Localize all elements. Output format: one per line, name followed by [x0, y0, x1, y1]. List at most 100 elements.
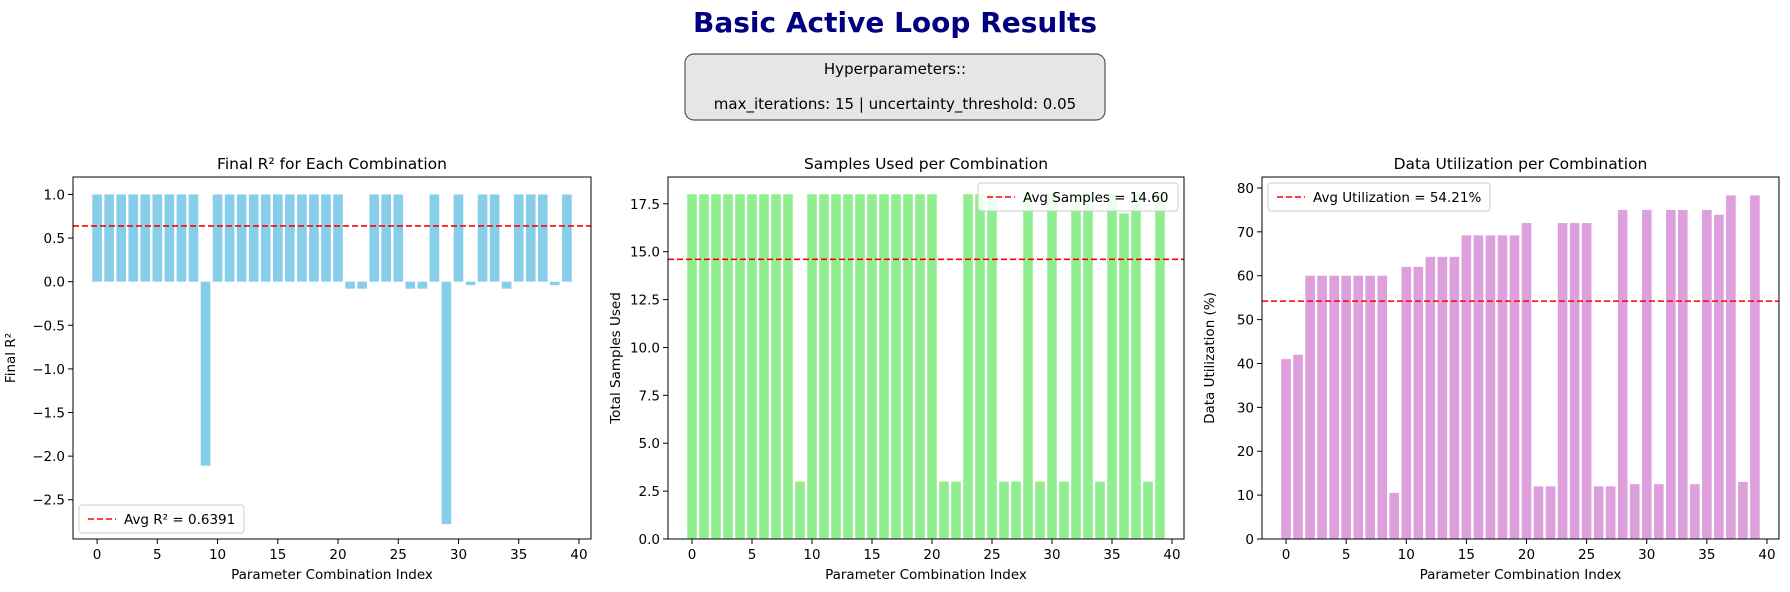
- y-tick-label: 80: [1237, 181, 1254, 197]
- subplot-3: Data Utilization per Combination 0 5 10 15 20…: [1202, 155, 1780, 583]
- bar-20: [333, 194, 343, 282]
- legend: Avg R² = 0.6391: [78, 504, 245, 534]
- bar-18: [309, 194, 319, 282]
- x-tick-label: 5: [748, 547, 757, 563]
- y-tick-label: 7.5: [639, 388, 660, 404]
- y-tick-label: 0.0: [639, 532, 660, 548]
- x-tick-label: 25: [983, 547, 1000, 563]
- y-tick-label: 40: [1237, 356, 1254, 372]
- y-tick-label: 15.0: [630, 245, 660, 261]
- bar-33: [1083, 194, 1093, 539]
- y-tick-label: 1.0: [44, 187, 65, 203]
- y-tick-label: 2.5: [639, 484, 660, 500]
- bar-23: [963, 194, 973, 539]
- bar-32: [477, 194, 488, 282]
- x-tick-label: 15: [863, 547, 880, 563]
- y-tick-label: −1.5: [32, 406, 65, 422]
- x-tick-label: 35: [1698, 547, 1715, 563]
- x-tick-label: 40: [1163, 547, 1180, 563]
- x-tick-label: 5: [1342, 547, 1351, 563]
- bar-10: [212, 194, 223, 282]
- legend-box: [1267, 182, 1491, 212]
- bar-31: [1653, 484, 1664, 539]
- bar-15: [272, 194, 283, 282]
- x-axis-label: Parameter Combination Index: [825, 567, 1027, 583]
- bar-20: [1521, 223, 1532, 539]
- hyperparameter-heading: Hyperparameters::: [824, 60, 966, 78]
- bar-34: [1095, 481, 1105, 539]
- bar-32: [1665, 209, 1676, 539]
- bar-26: [1593, 486, 1604, 539]
- axes-frame: [667, 176, 1185, 540]
- bar-38: [1738, 481, 1748, 539]
- bar-37: [537, 194, 548, 282]
- bar-0: [92, 194, 102, 282]
- bar-10: [807, 194, 817, 539]
- x-tick-label: 35: [1103, 547, 1120, 563]
- bar-14: [855, 194, 865, 539]
- x-tick-label: 40: [1758, 547, 1775, 563]
- hyperparameter-text: max_iterations: 15 | uncertainty_thresho…: [714, 95, 1076, 114]
- bar-13: [843, 194, 853, 539]
- x-tick-label: 30: [1043, 547, 1060, 563]
- bar-22: [1545, 486, 1556, 539]
- y-tick-label: 60: [1237, 269, 1254, 285]
- bar-4: [1329, 275, 1339, 539]
- x-tick-label: 0: [688, 547, 697, 563]
- bar-12: [1425, 256, 1436, 539]
- bar-35: [513, 194, 524, 282]
- figure-title: Basic Active Loop Results: [693, 6, 1097, 39]
- legend: Avg Utilization = 54.21%: [1267, 182, 1491, 212]
- x-tick-label: 15: [1458, 547, 1475, 563]
- legend-label: Avg Samples = 14.60: [1023, 190, 1169, 206]
- bar-30: [1047, 194, 1057, 539]
- bar-5: [152, 194, 163, 282]
- y-axis-label: Final R²: [3, 333, 19, 383]
- bar-25: [987, 194, 997, 539]
- bar-29: [441, 281, 452, 525]
- x-tick-label: 25: [390, 547, 407, 563]
- bar-39: [562, 194, 572, 282]
- bar-28: [1617, 209, 1628, 539]
- bar-series: [687, 194, 1165, 539]
- axes-frame: [1261, 176, 1780, 540]
- bar-6: [1353, 275, 1363, 539]
- bar-12: [831, 194, 841, 539]
- subplot-2: Samples Used per Combination 0 5 10 15 20 25 30…: [608, 155, 1185, 583]
- bar-16: [1473, 235, 1484, 539]
- subplot-title: Samples Used per Combination: [804, 155, 1048, 173]
- y-axis-label: Data Utilization (%): [1202, 292, 1218, 424]
- bar-22: [951, 481, 961, 539]
- bar-35: [1107, 194, 1117, 539]
- hyperparameter-box: Hyperparameters:: max_iterations: 15 | u…: [684, 53, 1106, 121]
- bar-27: [417, 281, 428, 289]
- x-tick-label: 25: [1578, 547, 1595, 563]
- legend-label: Avg Utilization = 54.21%: [1313, 190, 1481, 206]
- bar-1: [104, 194, 114, 282]
- bar-6: [164, 194, 175, 282]
- bar-0: [687, 194, 697, 539]
- bar-38: [550, 281, 560, 286]
- bar-32: [1071, 194, 1081, 539]
- bar-28: [1023, 194, 1033, 539]
- bar-34: [1690, 484, 1700, 539]
- y-axis-label: Total Samples Used: [608, 292, 624, 425]
- bar-7: [1365, 275, 1376, 539]
- bar-4: [735, 194, 745, 539]
- bar-36: [525, 194, 536, 282]
- bar-series: [1281, 195, 1760, 540]
- x-tick-label: 15: [269, 547, 286, 563]
- x-tick-label: 10: [803, 547, 820, 563]
- bar-16: [285, 194, 295, 282]
- bar-18: [1497, 235, 1508, 539]
- legend-box: [977, 182, 1179, 212]
- axes-frame: [72, 176, 592, 540]
- y-tick-label: 0.5: [44, 231, 65, 247]
- bar-12: [236, 194, 247, 282]
- y-tick-label: −2.5: [32, 493, 65, 509]
- x-axis-label: Parameter Combination Index: [1420, 567, 1622, 583]
- bar-39: [1155, 194, 1165, 539]
- bar-9: [200, 281, 211, 466]
- bar-13: [1437, 256, 1448, 539]
